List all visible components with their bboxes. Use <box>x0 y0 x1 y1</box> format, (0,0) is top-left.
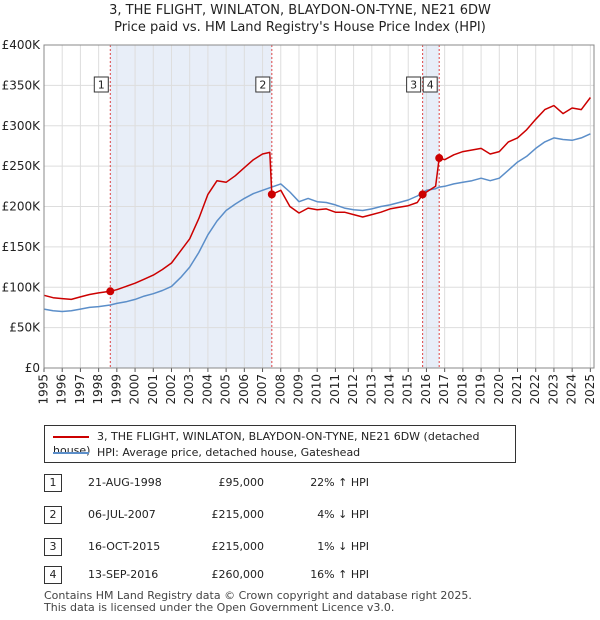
y-tick-label: £50K <box>9 321 41 335</box>
sale-marker-label: 3 <box>410 79 417 92</box>
sale-point <box>267 190 276 199</box>
hpi-line <box>43 133 591 313</box>
x-tick-label: 2000 <box>128 374 142 405</box>
property-price-line <box>43 97 591 301</box>
x-tick-label: 2004 <box>200 374 214 405</box>
sale-vlines <box>109 45 440 368</box>
tx-hpi: 16% ↑ HPI <box>310 568 369 581</box>
price-chart: £0 £50K £100K £150K £200K £250K £300K £350K £400… <box>2 38 597 405</box>
sale-marker-box <box>255 76 271 93</box>
tx-hpi: 22% ↑ HPI <box>310 476 369 489</box>
tx-price: £215,000 <box>211 508 265 521</box>
table-row: 4 13-SEP-2016 £260,000 16% ↑ HPI <box>44 566 464 584</box>
x-tick-label: 2010 <box>310 374 324 405</box>
x-tick-label: 1998 <box>91 374 105 405</box>
chart-title-line1: 3, THE FLIGHT, WINLATON, BLAYDON-ON-TYNE… <box>109 3 491 18</box>
grid-lines <box>43 44 594 369</box>
sale-marker-label: 2 <box>259 79 266 92</box>
legend-swatch-hpi <box>53 452 89 454</box>
x-tick-label: 2011 <box>328 374 342 405</box>
x-tick-label: 2006 <box>237 374 251 405</box>
x-tick-label: 2018 <box>455 374 469 405</box>
table-row: 2 06-JUL-2007 £215,000 4% ↓ HPI <box>44 506 464 524</box>
footer: Contains HM Land Registry data © Crown c… <box>44 590 472 614</box>
x-tick-label: 2012 <box>346 374 360 405</box>
y-tick-label: £350K <box>2 78 42 92</box>
sale-point <box>435 154 444 163</box>
sale-marker-label: 4 <box>427 79 434 92</box>
x-tick-label: 2016 <box>419 374 433 405</box>
tx-number: 1 <box>44 474 62 492</box>
tx-number: 4 <box>44 566 62 584</box>
x-tick-label: 1995 <box>37 374 51 405</box>
x-tick-label: 2001 <box>146 374 160 405</box>
x-tick-label: 2020 <box>492 374 506 405</box>
plot-frame <box>43 44 595 369</box>
y-tick-label: £200K <box>2 200 42 214</box>
y-tick-label: £0 <box>25 361 40 375</box>
x-tick-label: 2013 <box>364 374 378 405</box>
y-tick-label: £100K <box>2 280 42 294</box>
tx-price: £215,000 <box>211 540 265 553</box>
x-tick-label: 2007 <box>255 374 269 405</box>
legend-item-property: 3, THE FLIGHT, WINLATON, BLAYDON-ON-TYNE… <box>53 430 515 457</box>
x-tick-label: 2008 <box>273 374 287 405</box>
x-tick-label: 2021 <box>510 374 524 405</box>
x-tick-label: 1996 <box>55 374 69 405</box>
tx-number: 3 <box>44 538 62 556</box>
x-tick-label: 1997 <box>73 374 87 405</box>
x-tick-label: 1999 <box>109 374 123 405</box>
x-tick-label: 2015 <box>401 374 415 405</box>
sale-point <box>106 287 115 296</box>
x-tick-label: 2024 <box>565 374 579 405</box>
series-lines <box>43 97 591 313</box>
tx-number: 2 <box>44 506 62 524</box>
x-tick-label: 2019 <box>474 374 488 405</box>
legend-swatch-property <box>53 436 89 438</box>
chart-title-line2: Price paid vs. HM Land Registry's House … <box>114 20 486 35</box>
tx-date: 13-SEP-2016 <box>88 568 159 581</box>
table-row: 3 16-OCT-2015 £215,000 1% ↓ HPI <box>44 538 464 556</box>
x-tick-label: 2017 <box>437 374 451 405</box>
tx-hpi: 4% ↓ HPI <box>317 508 369 521</box>
tx-date: 16-OCT-2015 <box>88 540 161 553</box>
footer-line2: This data is licensed under the Open Gov… <box>44 601 395 614</box>
x-tick-label: 2025 <box>583 374 597 405</box>
y-tick-label: £250K <box>2 159 42 173</box>
x-tick-label: 2009 <box>291 374 305 405</box>
x-tick-label: 2022 <box>528 374 542 405</box>
y-tick-label: £150K <box>2 240 42 254</box>
sale-marker-box <box>422 76 438 93</box>
x-tick-label: 2023 <box>546 374 560 405</box>
sale-marker-label: 1 <box>98 79 105 92</box>
x-tick-label: 2002 <box>164 374 178 405</box>
tx-price: £95,000 <box>218 476 265 489</box>
table-row: 1 21-AUG-1998 £95,000 22% ↑ HPI <box>44 474 464 492</box>
legend-label-hpi: HPI: Average price, detached house, Gate… <box>97 446 361 459</box>
x-tick-label: 2005 <box>219 374 233 405</box>
tx-price: £260,000 <box>211 568 265 581</box>
y-tick-label: £300K <box>2 119 42 133</box>
x-tick-label: 2003 <box>182 374 196 405</box>
axes: £0 £50K £100K £150K £200K £250K £300K £350K £400… <box>2 38 597 405</box>
legend-item-hpi: HPI: Average price, detached house, Gate… <box>53 446 360 460</box>
x-tick-label: 2014 <box>383 374 397 405</box>
sale-marker-box <box>93 76 109 93</box>
tx-date: 21-AUG-1998 <box>88 476 162 489</box>
y-tick-label: £400K <box>2 38 42 52</box>
sale-point <box>418 190 427 199</box>
footer-line1: Contains HM Land Registry data © Crown c… <box>44 589 472 602</box>
sale-marker-box <box>406 76 422 93</box>
tx-hpi: 1% ↓ HPI <box>317 540 369 553</box>
tx-date: 06-JUL-2007 <box>88 508 156 521</box>
legend: 3, THE FLIGHT, WINLATON, BLAYDON-ON-TYNE… <box>44 425 516 463</box>
